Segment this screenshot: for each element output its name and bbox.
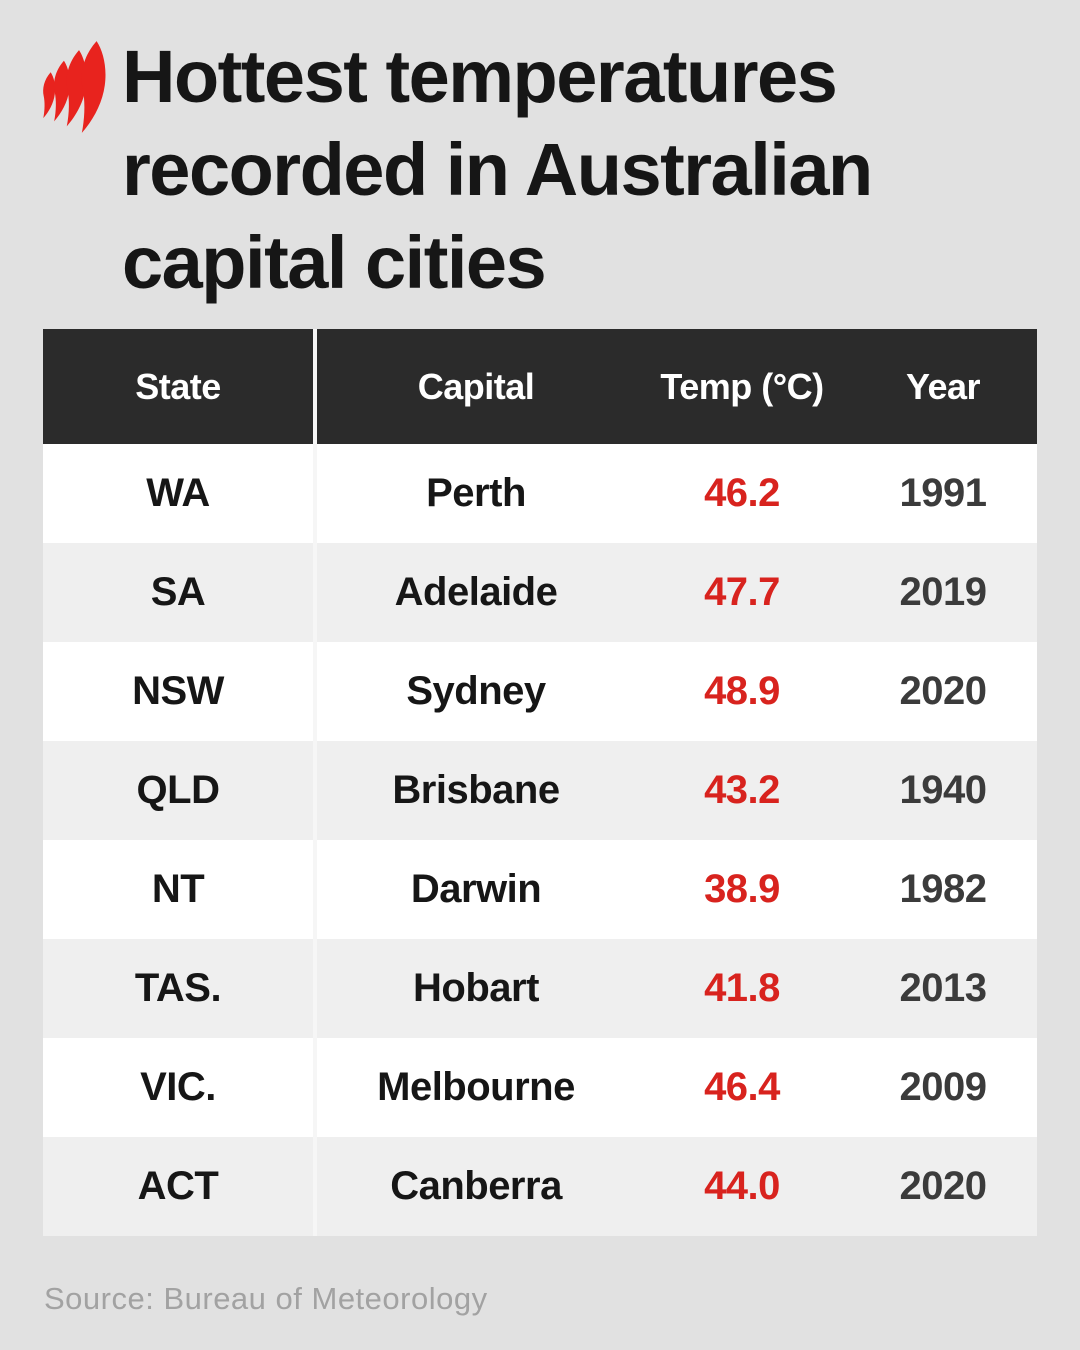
- logo-flames: [43, 41, 106, 133]
- cell-capital: Sydney: [406, 669, 546, 713]
- cell-temp: 48.9: [704, 669, 780, 713]
- temperature-table: State Capital Temp (°C) Year WA Perth 46…: [43, 329, 1037, 1236]
- cell-year: 1982: [899, 867, 987, 911]
- cell-temp: 44.0: [704, 1164, 780, 1208]
- cell-temp: 46.4: [704, 1065, 780, 1109]
- cell-year: 2020: [899, 1164, 987, 1208]
- cell-year: 2013: [899, 966, 987, 1010]
- column-divider: [313, 543, 317, 642]
- cell-temp: 43.2: [704, 768, 780, 812]
- cell-capital: Perth: [426, 471, 526, 515]
- cell-temp: 41.8: [704, 966, 780, 1010]
- cell-state: SA: [150, 570, 206, 614]
- page-title: Hottest temperatures recorded in Austral…: [122, 30, 873, 309]
- cell-capital: Adelaide: [394, 570, 558, 614]
- cell-state: TAS.: [134, 966, 222, 1010]
- column-divider: [313, 329, 317, 444]
- table-row: WA Perth 46.2 1991: [43, 444, 1037, 543]
- cell-capital: Canberra: [390, 1164, 562, 1208]
- sbs-flame-logo-icon: [43, 41, 106, 133]
- cell-year: 2020: [899, 669, 987, 713]
- cell-capital: Brisbane: [392, 768, 560, 812]
- table-body: WA Perth 46.2 1991 SA Adelaide 47.7 2019…: [43, 444, 1037, 1236]
- table-row: TAS. Hobart 41.8 2013: [43, 939, 1037, 1038]
- cell-temp: 47.7: [704, 570, 780, 614]
- cell-year: 1991: [899, 471, 987, 515]
- cell-state: VIC.: [140, 1065, 216, 1109]
- title-line-3: capital cities: [122, 221, 547, 304]
- column-header-year: Year: [849, 329, 1037, 444]
- title-line-1: Hottest temperatures: [122, 35, 838, 118]
- column-divider: [313, 840, 317, 939]
- column-divider: [313, 1137, 317, 1236]
- table-row: VIC. Melbourne 46.4 2009: [43, 1038, 1037, 1137]
- table-row: QLD Brisbane 43.2 1940: [43, 741, 1037, 840]
- cell-year: 2009: [899, 1065, 987, 1109]
- table-row: NSW Sydney 48.9 2020: [43, 642, 1037, 741]
- table-row: ACT Canberra 44.0 2020: [43, 1137, 1037, 1236]
- column-divider: [313, 444, 317, 543]
- cell-state: QLD: [136, 768, 220, 812]
- title-line-2: recorded in Australian: [122, 128, 873, 211]
- cell-year: 1940: [899, 768, 987, 812]
- cell-temp: 38.9: [704, 867, 780, 911]
- column-divider: [313, 939, 317, 1038]
- column-divider: [313, 1038, 317, 1137]
- cell-year: 2019: [899, 570, 987, 614]
- column-divider: [313, 741, 317, 840]
- source-attribution: Source: Bureau of Meteorology: [44, 1281, 488, 1316]
- table-header-row: State Capital Temp (°C) Year: [43, 329, 1037, 444]
- table-row: NT Darwin 38.9 1982: [43, 840, 1037, 939]
- column-header-temp: Temp (°C): [635, 329, 849, 444]
- column-divider: [313, 642, 317, 741]
- cell-capital: Darwin: [410, 867, 542, 911]
- cell-state: NSW: [132, 669, 224, 713]
- column-header-state: State: [43, 329, 313, 444]
- cell-state: ACT: [137, 1164, 219, 1208]
- cell-capital: Hobart: [413, 966, 539, 1010]
- table-row: SA Adelaide 47.7 2019: [43, 543, 1037, 642]
- column-header-capital: Capital: [317, 329, 635, 444]
- cell-state: NT: [151, 867, 205, 911]
- cell-capital: Melbourne: [377, 1065, 575, 1109]
- cell-temp: 46.2: [704, 471, 780, 515]
- cell-state: WA: [146, 471, 210, 515]
